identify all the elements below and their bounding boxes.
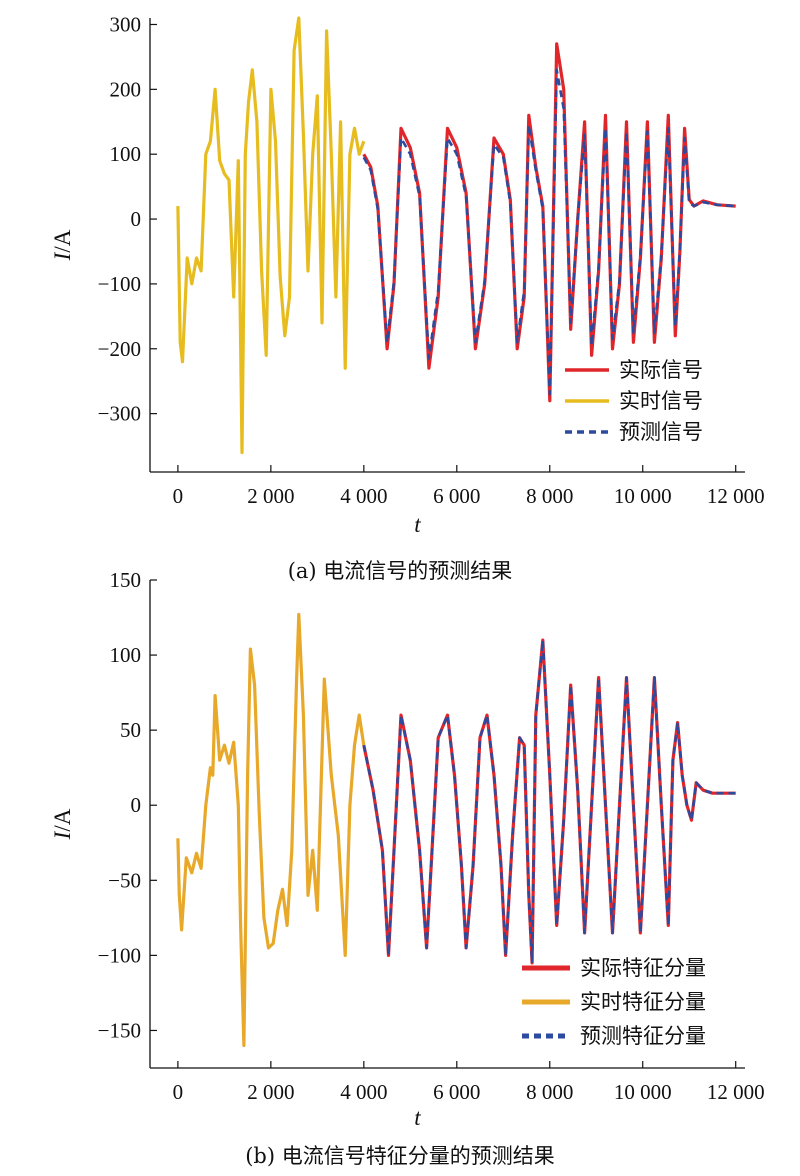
chart-panel-a: −300 −200 −100 0 100 200 300 0 2 000 4 000 6 000 8 … [50, 12, 765, 583]
y-tick-label: 150 [110, 568, 142, 592]
y-tick-label: −150 [98, 1018, 141, 1042]
x-axis-label: t [414, 512, 421, 537]
y-tick-label: 100 [110, 142, 142, 166]
y-axis-label-symbol: I [50, 251, 75, 261]
x-tick-label: 10 000 [614, 1080, 672, 1104]
legend-label: 预测特征分量 [580, 1024, 706, 1048]
x-tick-label: 2 000 [247, 1080, 294, 1104]
x-tick-label: 6 000 [433, 1080, 480, 1104]
x-tick-label: 8 000 [526, 484, 573, 508]
series-line-3 [362, 68, 736, 396]
y-tick-label: 0 [131, 793, 142, 817]
y-tick-label: 300 [110, 12, 142, 36]
x-tick-label: 4 000 [340, 484, 387, 508]
x-tick-label: 0 [173, 1080, 184, 1104]
y-axis-label-unit: /A [50, 229, 75, 252]
x-axis-label: t [414, 1105, 421, 1130]
y-axis-label-unit: /A [50, 808, 75, 831]
x-tick-label: 12 000 [707, 484, 765, 508]
x-tick-label: 4 000 [340, 1080, 387, 1104]
y-tick-label: −50 [108, 868, 141, 892]
x-tick-label: 0 [173, 484, 184, 508]
y-tick-label: 50 [120, 718, 141, 742]
series-line-3 [362, 638, 736, 965]
series-line-2 [176, 612, 366, 1048]
y-tick-label: −100 [98, 272, 141, 296]
legend-label: 实时特征分量 [580, 990, 706, 1014]
series-line-1 [362, 42, 736, 403]
legend-label: 预测信号 [619, 420, 703, 444]
y-tick-label: −300 [98, 402, 141, 426]
x-tick-label: 8 000 [526, 1080, 573, 1104]
x-tick-label: 12 000 [707, 1080, 765, 1104]
figure-caption: (b) 电流信号特征分量的预测结果 [245, 1144, 555, 1168]
legend-label: 实时信号 [619, 389, 703, 413]
legend-label: 实际特征分量 [580, 956, 706, 980]
x-tick-label: 2 000 [247, 484, 294, 508]
y-tick-label: 200 [110, 77, 142, 101]
y-tick-label: −200 [98, 337, 141, 361]
chart-panel-b: −150 −100 −50 0 50 100 150 0 2 000 4 000 6 000 8 00… [50, 568, 765, 1168]
y-tick-label: 100 [110, 643, 142, 667]
legend-label: 实际信号 [619, 358, 703, 382]
y-tick-label: −100 [98, 943, 141, 967]
y-axis-label: I/A [50, 229, 75, 261]
y-axis-label: I/A [50, 808, 75, 840]
series-line-2 [176, 16, 366, 455]
x-tick-label: 6 000 [433, 484, 480, 508]
x-tick-label: 10 000 [614, 484, 672, 508]
figure-caption: (a) 电流信号的预测结果 [288, 559, 513, 583]
y-axis-label-symbol: I [50, 830, 75, 840]
y-tick-label: 0 [131, 207, 142, 231]
